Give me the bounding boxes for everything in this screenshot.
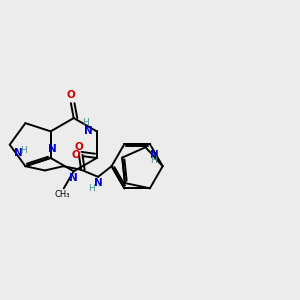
Text: H: H	[82, 118, 89, 127]
Text: H: H	[150, 156, 157, 165]
Text: H: H	[20, 146, 26, 155]
Text: H: H	[88, 184, 95, 193]
Text: O: O	[75, 142, 83, 152]
Text: CH₃: CH₃	[55, 190, 70, 200]
Text: O: O	[67, 90, 75, 100]
Text: N: N	[14, 148, 23, 158]
Text: N: N	[94, 178, 103, 188]
Text: N: N	[48, 144, 56, 154]
Text: N: N	[69, 173, 78, 183]
Text: O: O	[72, 151, 80, 160]
Text: N: N	[84, 126, 92, 136]
Text: N: N	[150, 150, 159, 160]
